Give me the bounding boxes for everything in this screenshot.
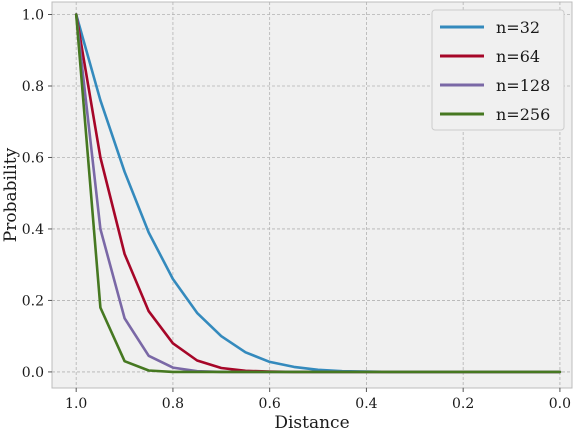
x-tick-label: 0.8 <box>162 396 184 412</box>
y-tick-label: 0.4 <box>22 222 44 238</box>
y-tick-label: 1.0 <box>22 8 44 24</box>
x-axis-ticks: 1.0 0.8 0.6 0.4 0.2 0.0 <box>65 388 571 412</box>
x-tick-label: 1.0 <box>65 396 87 412</box>
x-tick-label: 0.2 <box>452 396 474 412</box>
y-tick-label: 0.0 <box>22 365 44 381</box>
series-lines <box>74 13 562 374</box>
x-tick-label: 0.0 <box>549 396 571 412</box>
x-tick-label: 0.6 <box>259 396 281 412</box>
legend: n=32 n=64 n=128 n=256 <box>431 9 565 131</box>
legend-box <box>431 9 565 131</box>
series-line-3 <box>74 13 562 374</box>
y-axis-label: Probability <box>1 147 21 242</box>
x-axis-label: Distance <box>274 413 349 430</box>
y-tick-label: 0.6 <box>22 150 44 166</box>
y-tick-label: 0.8 <box>22 79 44 95</box>
legend-label: n=128 <box>496 76 550 95</box>
legend-label: n=32 <box>496 18 540 37</box>
x-tick-label: 0.4 <box>355 396 377 412</box>
y-axis-ticks: 0.0 0.2 0.4 0.6 0.8 1.0 <box>22 8 52 381</box>
legend-label: n=64 <box>496 47 540 66</box>
legend-label: n=256 <box>496 105 550 124</box>
y-tick-label: 0.2 <box>22 293 44 309</box>
